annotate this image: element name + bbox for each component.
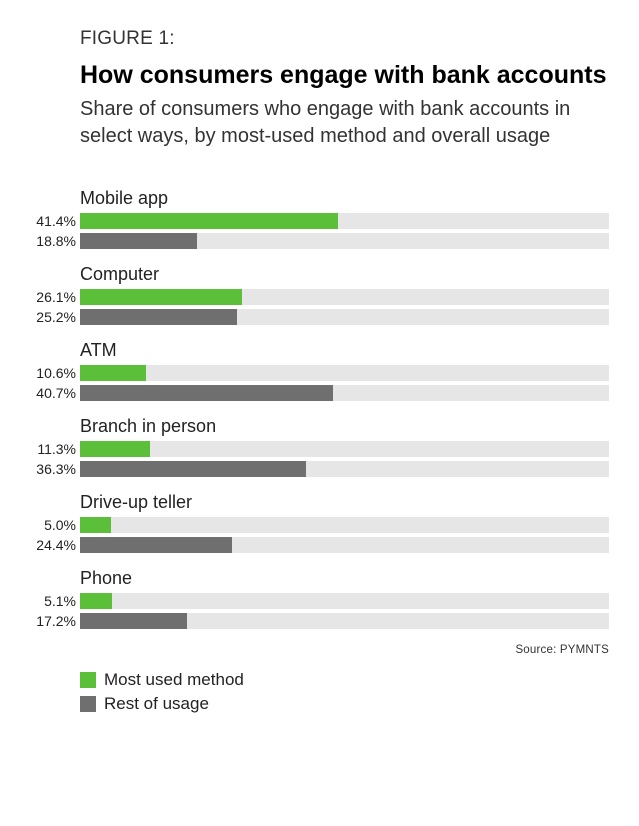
figure-subtitle: Share of consumers who engage with bank … [30,96,609,150]
bar-row: 5.0% [30,516,609,534]
bar-row: 26.1% [30,288,609,306]
value-label: 18.8% [30,233,80,249]
category-group: Branch in person 11.3% 36.3% [30,416,609,478]
bar-row: 5.1% [30,592,609,610]
value-label: 26.1% [30,289,80,305]
bar-fill [80,537,232,553]
figure-title: How consumers engage with bank accounts [30,60,609,90]
bar-row: 41.4% [30,212,609,230]
bar-track [80,309,609,325]
value-label: 25.2% [30,309,80,325]
bar-row: 24.4% [30,536,609,554]
legend-label: Rest of usage [104,694,209,714]
bar-track [80,517,609,533]
bar-track [80,213,609,229]
category-label: Drive-up teller [30,492,609,513]
bar-track [80,365,609,381]
value-label: 11.3% [30,441,80,457]
category-label: Branch in person [30,416,609,437]
value-label: 17.2% [30,613,80,629]
bar-track [80,593,609,609]
figure-label: FIGURE 1: [30,28,609,50]
bar-track [80,613,609,629]
value-label: 5.0% [30,517,80,533]
bar-fill [80,365,146,381]
value-label: 24.4% [30,537,80,553]
legend-label: Most used method [104,670,244,690]
category-group: Drive-up teller 5.0% 24.4% [30,492,609,554]
bar-track [80,537,609,553]
bar-fill [80,233,197,249]
bar-row: 11.3% [30,440,609,458]
bar-fill [80,517,111,533]
bar-row: 18.8% [30,232,609,250]
category-label: Mobile app [30,188,609,209]
bar-track [80,289,609,305]
bar-track [80,441,609,457]
category-label: ATM [30,340,609,361]
bar-track [80,233,609,249]
bar-chart: Mobile app 41.4% 18.8% Computer 26.1% 25.2% AT… [30,188,609,630]
bar-row: 36.3% [30,460,609,478]
category-group: Computer 26.1% 25.2% [30,264,609,326]
legend-item: Rest of usage [80,694,609,714]
bar-fill [80,441,150,457]
bar-fill [80,385,333,401]
bar-track [80,385,609,401]
bar-fill [80,613,187,629]
bar-fill [80,309,237,325]
source-text: Source: PYMNTS [30,644,609,656]
legend-item: Most used method [80,670,609,690]
bar-row: 10.6% [30,364,609,382]
value-label: 40.7% [30,385,80,401]
legend-swatch [80,672,96,688]
value-label: 10.6% [30,365,80,381]
category-label: Computer [30,264,609,285]
category-label: Phone [30,568,609,589]
value-label: 36.3% [30,461,80,477]
legend: Most used method Rest of usage [30,670,609,714]
bar-row: 25.2% [30,308,609,326]
bar-fill [80,289,242,305]
legend-swatch [80,696,96,712]
bar-fill [80,593,112,609]
category-group: ATM 10.6% 40.7% [30,340,609,402]
value-label: 41.4% [30,213,80,229]
bar-fill [80,213,338,229]
value-label: 5.1% [30,593,80,609]
bar-fill [80,461,306,477]
category-group: Phone 5.1% 17.2% [30,568,609,630]
bar-track [80,461,609,477]
bar-row: 17.2% [30,612,609,630]
bar-row: 40.7% [30,384,609,402]
figure-container: FIGURE 1: How consumers engage with bank… [0,0,639,826]
category-group: Mobile app 41.4% 18.8% [30,188,609,250]
